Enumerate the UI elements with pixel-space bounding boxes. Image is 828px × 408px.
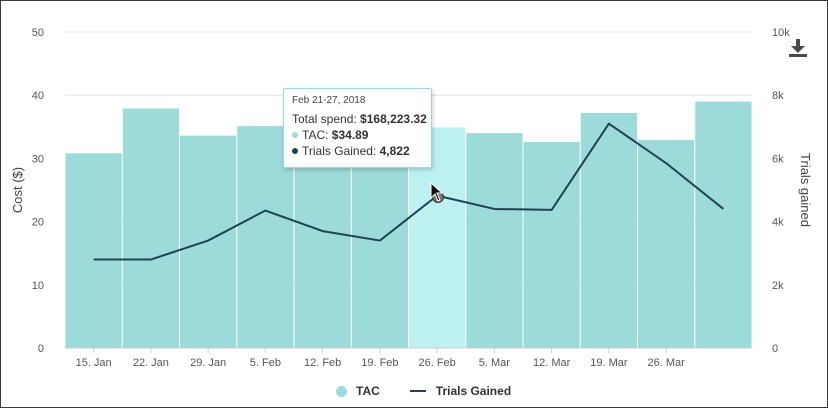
y2-tick-label: 0: [772, 343, 778, 355]
tooltip-tac: TAC: $34.89: [292, 127, 423, 143]
y2-tick-label: 4k: [772, 217, 784, 229]
y2-tick-label: 8k: [772, 90, 784, 102]
tooltip-total: Total spend: $168,223.32: [292, 111, 427, 127]
bar: [580, 112, 637, 348]
x-tick-label: 22. Jan: [133, 357, 169, 369]
y-tick-label: 20: [32, 217, 44, 229]
download-button[interactable]: [788, 38, 808, 58]
tooltip-trials-value: 4,822: [379, 144, 410, 158]
tooltip-date: Feb 21-27, 2018: [292, 95, 366, 106]
y-tick-label: 40: [32, 90, 44, 102]
y-tick-label: 50: [32, 27, 44, 39]
bar: [466, 133, 523, 348]
hand-cursor-icon: [428, 181, 448, 206]
y-axis-right: 0 2k 4k 6k 8k 10k: [772, 27, 790, 355]
y2-tick-label: 2k: [772, 280, 784, 292]
tooltip-trials-label: Trials Gained:: [302, 144, 380, 158]
y-tick-label: 30: [32, 153, 44, 165]
y2-axis-title: Trials gained: [798, 153, 813, 227]
y-tick-label: 0: [38, 343, 44, 355]
y-axis-title: Cost ($): [10, 167, 25, 213]
download-icon: [789, 39, 807, 57]
y-axis-left: 0 10 20 30 40 50: [32, 27, 44, 355]
bar: [180, 135, 237, 348]
legend-tac-label[interactable]: TAC: [356, 384, 380, 398]
x-axis: 15. Jan 22. Jan 29. Jan 5. Feb 12. Feb 19. Fe…: [65, 347, 752, 369]
bar: [638, 140, 695, 348]
x-tick-label: 5. Mar: [479, 357, 511, 369]
x-tick-label: 19. Feb: [361, 357, 398, 369]
tooltip-total-label: Total spend:: [292, 112, 361, 126]
trials-series-line: [93, 122, 724, 261]
legend-tac-swatch: [336, 385, 347, 397]
x-tick-label: 15. Jan: [76, 357, 112, 369]
x-tick-label: 26. Mar: [647, 357, 685, 369]
bar: [695, 101, 752, 349]
y2-tick-label: 6k: [772, 153, 784, 165]
tooltip-total-value: $168,223.32: [360, 112, 427, 126]
bar: [523, 141, 580, 348]
tooltip-trials: Trials Gained: 4,822: [292, 143, 423, 159]
y2-tick-label: 10k: [772, 27, 790, 39]
legend-trials-swatch: [409, 390, 426, 392]
y-tick-label: 10: [32, 280, 44, 292]
legend-trials-label[interactable]: Trials Gained: [435, 384, 512, 398]
chart-tooltip: Feb 21-27, 2018 Total spend: $168,223.32…: [283, 88, 432, 168]
trials-dot-icon: [292, 147, 298, 154]
bar: [122, 108, 179, 348]
bar: [65, 153, 122, 348]
x-tick-label: 29. Jan: [190, 357, 226, 369]
x-tick-label: 26. Feb: [418, 357, 455, 369]
x-tick-label: 12. Mar: [533, 357, 571, 369]
x-tick-label: 5. Feb: [250, 357, 281, 369]
tac-dot-icon: [292, 131, 298, 138]
x-tick-label: 19. Mar: [590, 357, 628, 369]
tooltip-tac-label: TAC:: [302, 128, 332, 142]
x-tick-label: 12. Feb: [304, 357, 341, 369]
tooltip-tac-value: $34.89: [331, 128, 369, 142]
chart-legend: TAC Trials Gained: [0, 384, 828, 404]
